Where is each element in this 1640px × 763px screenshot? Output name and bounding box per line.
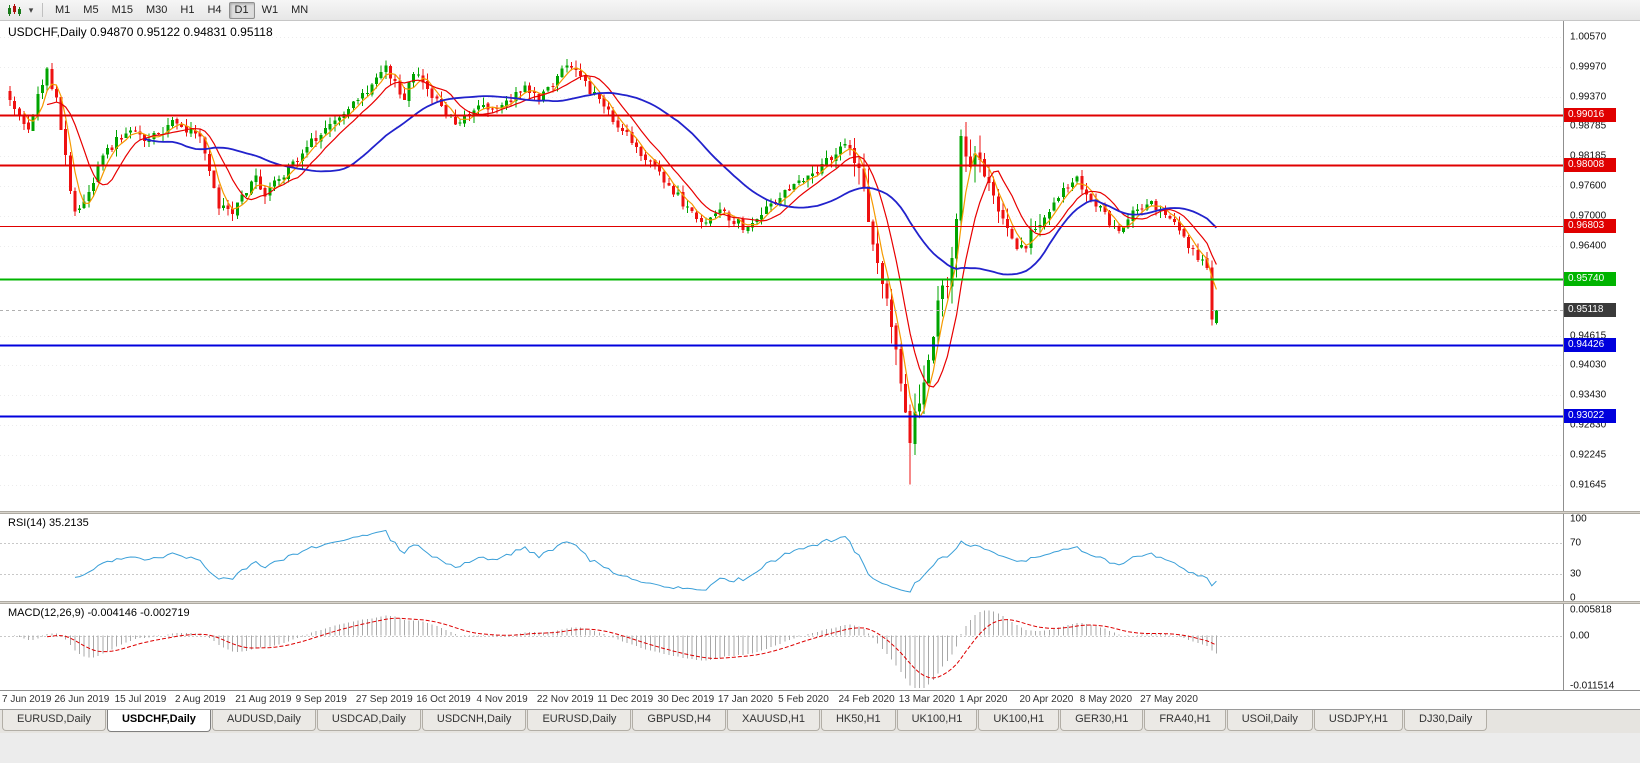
axis-tick-label: -0.011514 <box>1570 680 1615 692</box>
tab-ger30-h1[interactable]: GER30,H1 <box>1060 710 1144 731</box>
rsi-label: RSI(14) 35.2135 <box>8 517 89 529</box>
axis-tick-label: 1.00570 <box>1570 31 1607 43</box>
date-label: 4 Nov 2019 <box>476 694 528 705</box>
axis-tick-label: 0.98185 <box>1570 150 1607 162</box>
date-axis: 7 Jun 2019 26 Jun 2019 15 Jul 2019 2 Aug 20… <box>0 691 1563 709</box>
toolbar: ▾ M1 M5 M15 M30 H1 H4 D1 W1 MN <box>0 0 1640 21</box>
tab-eurusd-daily[interactable]: EURUSD,Daily <box>2 710 106 731</box>
tab-fra40-h1[interactable]: FRA40,H1 <box>1144 710 1226 731</box>
axis-tick-label: 0.94030 <box>1570 359 1607 371</box>
rsi-indicator-value: 35.2135 <box>48 517 89 529</box>
axis-tick-label: 0 <box>1570 592 1576 604</box>
date-label: 26 Jun 2019 <box>54 694 110 705</box>
date-label: 17 Jan 2020 <box>717 694 773 705</box>
tab-usoil-daily[interactable]: USOil,Daily <box>1226 710 1313 731</box>
tab-usdcnh-daily[interactable]: USDCNH,Daily <box>421 710 527 731</box>
tab-uk100-h1[interactable]: UK100,H1 <box>896 710 978 731</box>
date-label: 13 Mar 2020 <box>898 694 955 705</box>
axis-tick-label: 0.93430 <box>1570 389 1607 401</box>
timeframe-button-m1[interactable]: M1 <box>55 4 71 16</box>
date-label: 20 Apr 2020 <box>1019 694 1074 705</box>
tab-dj30-daily[interactable]: DJ30,Daily <box>1404 710 1488 731</box>
hline-price-badge: 0.98008 <box>1564 158 1616 173</box>
candlestick-glyph <box>8 3 21 16</box>
time-axis-border <box>0 690 1640 691</box>
axis-tick-label: 100 <box>1570 513 1587 525</box>
date-label: 8 May 2020 <box>1079 694 1133 705</box>
tab-xauusd-h1[interactable]: XAUUSD,H1 <box>726 710 820 731</box>
timeframe-button-m30[interactable]: M30 <box>145 4 168 16</box>
tab-usdjpy-h1[interactable]: USDJPY,H1 <box>1313 710 1404 731</box>
timeframe-button-d1[interactable]: D1 <box>228 1 255 19</box>
axis-tick-label: 0.99970 <box>1570 61 1607 73</box>
axis-tick-label: 0.98785 <box>1570 120 1607 132</box>
chart-type-icon[interactable] <box>4 2 24 19</box>
date-label: 27 Sep 2019 <box>355 694 413 705</box>
chart-title: USDCHF,Daily 0.94870 0.95122 0.94831 0.9… <box>8 25 273 39</box>
axis-tick-label: 0.96400 <box>1570 240 1607 252</box>
hline-price-badge: 0.96803 <box>1564 218 1616 233</box>
date-label: 21 Aug 2019 <box>235 694 292 705</box>
axis-tick-label: 0.94615 <box>1570 330 1607 342</box>
date-label: 7 Jun 2019 <box>2 694 52 705</box>
price-axis-border <box>1563 21 1564 690</box>
axis-tick-label: 0.92245 <box>1570 449 1607 461</box>
chart-tabbar: EURUSD,Daily USDCHF,Daily AUDUSD,Daily USDC… <box>0 709 1640 733</box>
axis-tick-label: 0.005818 <box>1570 604 1612 616</box>
axis-tick-label: 0.91645 <box>1570 479 1607 491</box>
axis-tick-label: 0.97600 <box>1570 180 1607 192</box>
axis-tick-label: 0.99370 <box>1570 91 1607 103</box>
date-label: 27 May 2020 <box>1140 694 1198 705</box>
axis-tick-label: 30 <box>1570 568 1582 580</box>
date-label: 5 Feb 2020 <box>778 694 829 705</box>
date-label: 15 Jul 2019 <box>114 694 167 705</box>
axis-tick-label: 0.92830 <box>1570 419 1607 431</box>
tab-gbpusd-h4[interactable]: GBPUSD,H4 <box>632 710 726 731</box>
timeframe-button-mn[interactable]: MN <box>291 4 309 16</box>
timeframe-button-m5[interactable]: M5 <box>83 4 99 16</box>
panel-splitter[interactable] <box>0 601 1640 604</box>
axis-tick-label: 0.97000 <box>1570 210 1607 222</box>
macd-indicator-value: -0.004146 -0.002719 <box>87 607 190 619</box>
date-label: 11 Dec 2019 <box>597 694 654 705</box>
date-label: 2 Aug 2019 <box>174 694 226 705</box>
rsi-indicator-name: RSI(14) <box>8 517 46 529</box>
hline-price-badge: 0.95740 <box>1564 272 1616 287</box>
timeframe-buttons: M1 M5 M15 M30 H1 H4 D1 W1 MN <box>49 1 314 19</box>
hline-price-badge: 0.94426 <box>1564 338 1616 353</box>
current-price-badge: 0.95118 <box>1564 303 1616 318</box>
tab-uk100-h1[interactable]: UK100,H1 <box>978 710 1060 731</box>
tab-usdcad-daily[interactable]: USDCAD,Daily <box>316 710 421 731</box>
timeframe-button-w1[interactable]: W1 <box>261 4 279 16</box>
date-label: 22 Nov 2019 <box>536 694 594 705</box>
date-label: 16 Oct 2019 <box>416 694 471 705</box>
axis-tick-label: 70 <box>1570 537 1582 549</box>
timeframe-button-h4[interactable]: H4 <box>207 4 222 16</box>
hline-price-badge: 0.93022 <box>1564 408 1616 423</box>
tab-hk50-h1[interactable]: HK50,H1 <box>820 710 896 731</box>
axis-tick-label: 0.00 <box>1570 630 1590 641</box>
panel-splitter[interactable] <box>0 511 1640 514</box>
macd-indicator-name: MACD(12,26,9) <box>8 607 85 619</box>
date-label: 30 Dec 2019 <box>657 694 715 705</box>
date-label: 9 Sep 2019 <box>295 694 347 705</box>
chart-type-dropdown-caret[interactable]: ▾ <box>28 4 34 15</box>
tab-audusd-daily[interactable]: AUDUSD,Daily <box>211 710 316 731</box>
timeframe-button-m15[interactable]: M15 <box>111 4 133 16</box>
tab-usdchf-daily[interactable]: USDCHF,Daily <box>106 710 211 732</box>
toolbar-separator <box>42 3 43 17</box>
hline-price-badge: 0.99016 <box>1564 107 1616 122</box>
date-label: 1 Apr 2020 <box>959 694 1008 705</box>
macd-label: MACD(12,26,9) -0.004146 -0.002719 <box>8 607 190 619</box>
timeframe-button-h1[interactable]: H1 <box>180 4 195 16</box>
tab-eurusd-daily[interactable]: EURUSD,Daily <box>527 710 632 731</box>
date-label: 24 Feb 2020 <box>838 694 895 705</box>
